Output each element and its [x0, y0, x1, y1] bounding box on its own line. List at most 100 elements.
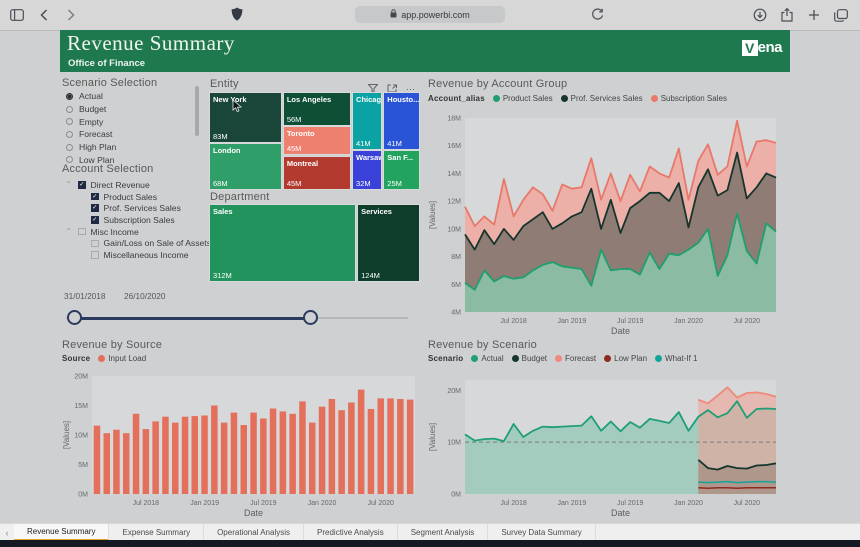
radio-icon[interactable] [66, 130, 73, 138]
account-tree-item[interactable]: ✓ Prof. Services Sales [64, 202, 211, 214]
tab-overview-icon[interactable] [834, 8, 848, 22]
checkbox-icon[interactable] [91, 251, 99, 259]
radio-icon[interactable] [66, 143, 73, 151]
legend-item[interactable]: Budget [511, 354, 547, 363]
legend-item[interactable]: Forecast [555, 354, 596, 363]
source-chart[interactable]: 0M 5M 10M 15M 20M [Values] Date Jul 2018 Jan 201… [62, 366, 420, 518]
radio-icon[interactable] [66, 118, 73, 126]
scenario-option[interactable]: Low Plan [66, 153, 116, 166]
account-tree-item[interactable]: Miscellaneous Income [64, 249, 211, 261]
account-tree-item[interactable]: ✓ Subscription Sales [64, 214, 211, 226]
reload-icon[interactable] [590, 7, 604, 21]
tile-value: 32M [356, 178, 371, 188]
legend-dot-icon [492, 95, 500, 102]
treemap-tile[interactable]: Chicag... 41M [352, 92, 383, 150]
tile-name: Services [361, 207, 392, 216]
scenario-option-label: Actual [79, 91, 103, 102]
report-tab-expense-summary[interactable]: Expense Summary [109, 524, 205, 541]
treemap-tile[interactable]: San F... 25M [383, 150, 420, 190]
scenario-chart[interactable]: 0M 10M 20M [Values] Date Jul 2018 Jan 2019 Jul … [428, 366, 788, 518]
tile-value: 312M [213, 271, 232, 280]
report-tab-predictive-analysis[interactable]: Predictive Analysis [304, 524, 398, 541]
new-tab-icon[interactable] [807, 8, 821, 22]
svg-text:Jul 2020: Jul 2020 [367, 500, 394, 507]
legend-item[interactable]: Actual [471, 354, 504, 363]
legend-item[interactable]: Product Sales [492, 94, 553, 103]
legend-title: Source [62, 354, 91, 363]
legend-dot-icon [604, 355, 612, 362]
radio-icon[interactable] [66, 156, 73, 164]
legend-label: Prof. Services Sales [570, 94, 643, 103]
radio-selected-icon[interactable] [66, 92, 73, 100]
scenario-option-label: Forecast [79, 129, 113, 140]
collapse-chevron-icon[interactable]: ⌃ [65, 180, 72, 190]
url-text: app.powerbi.com [401, 9, 470, 20]
collapse-chevron-icon[interactable]: ⌃ [65, 227, 72, 237]
slicer-scrollbar[interactable] [195, 86, 199, 136]
account-tree-item[interactable]: ⌃ ✓ Direct Revenue [64, 179, 211, 191]
scenario-option[interactable]: Budget [66, 103, 116, 116]
privacy-shield-icon[interactable] [230, 7, 244, 21]
svg-text:[Values]: [Values] [62, 421, 71, 449]
tabs-container: Revenue Summary Expense Summary Operationa… [14, 524, 596, 541]
back-icon[interactable] [37, 8, 51, 22]
account-item-label: Gain/Loss on Sale of Assets [103, 238, 212, 249]
legend-item[interactable]: Low Plan [604, 354, 647, 363]
address-bar[interactable]: app.powerbi.com [355, 6, 505, 23]
account-slicer-title: Account Selection [62, 163, 154, 175]
svg-text:Date: Date [611, 508, 630, 518]
forward-icon[interactable] [64, 8, 78, 22]
scenario-option[interactable]: High Plan [66, 141, 116, 154]
report-tab-revenue-summary[interactable]: Revenue Summary [14, 524, 110, 541]
sidebar-icon[interactable] [10, 8, 24, 22]
scenario-option[interactable]: Forecast [66, 128, 116, 141]
legend-item[interactable]: Prof. Services Sales [560, 94, 643, 103]
report-tab-survey-data-summary[interactable]: Survey Data Summary [488, 524, 596, 541]
date-slider-selected-range[interactable] [74, 316, 310, 320]
treemap-tile[interactable]: Services 124M [357, 204, 420, 282]
report-tab-operational-analysis[interactable]: Operational Analysis [204, 524, 305, 541]
department-title: Department [210, 191, 270, 203]
chart-title-account-group: Revenue by Account Group [428, 78, 568, 90]
more-options-icon[interactable]: ⋯ [406, 83, 416, 94]
legend-item[interactable]: What-If 1 [655, 354, 698, 363]
treemap-tile[interactable]: Sales 312M [209, 204, 356, 282]
account-tree-item[interactable]: ✓ Product Sales [64, 191, 211, 203]
checkbox-icon[interactable] [91, 239, 99, 248]
checkbox-icon[interactable] [78, 227, 86, 236]
report-tab-segment-analysis[interactable]: Segment Analysis [398, 524, 489, 541]
svg-text:20M: 20M [447, 388, 461, 395]
svg-text:0M: 0M [78, 492, 88, 499]
checkbox-checked-icon[interactable]: ✓ [78, 181, 86, 189]
treemap-tile[interactable]: Housto... 41M [383, 92, 420, 150]
treemap-tile[interactable]: Warsaw... 32M [352, 150, 383, 190]
legend-item[interactable]: Subscription Sales [650, 94, 727, 103]
treemap-tile[interactable]: Toronto 45M [282, 126, 352, 156]
account-tree-item[interactable]: Gain/Loss on Sale of Assets [64, 237, 211, 249]
checkbox-checked-icon[interactable]: ✓ [91, 204, 99, 212]
treemap-tile[interactable]: Montreal 45M [282, 155, 352, 190]
report-tab-bar: ‹ Revenue Summary Expense Summary Operatio… [0, 523, 860, 541]
date-slider-handle-left[interactable] [66, 310, 82, 325]
tab-scroll-left-icon[interactable]: ‹ [5, 527, 9, 538]
legend-item[interactable]: Input Load [98, 354, 146, 363]
svg-text:Jan 2019: Jan 2019 [558, 500, 587, 507]
account-group-legend: Account_alias Product Sales Prof. Services… [428, 94, 727, 103]
radio-icon[interactable] [66, 105, 73, 113]
scenario-option-label: High Plan [79, 142, 117, 153]
checkbox-checked-icon[interactable]: ✓ [91, 192, 99, 201]
chevron-spacer [77, 239, 86, 248]
treemap-tile[interactable]: London 68M [209, 143, 282, 190]
scenario-option[interactable]: Actual [66, 90, 116, 103]
legend-label: Input Load [108, 354, 147, 363]
treemap-tile[interactable]: New York 83M [209, 92, 282, 143]
share-icon[interactable] [780, 8, 794, 22]
checkbox-checked-icon[interactable]: ✓ [91, 216, 99, 224]
mouse-cursor [232, 99, 243, 118]
downloads-icon[interactable] [753, 8, 767, 22]
scenario-option[interactable]: Empty [66, 115, 116, 128]
treemap-tile[interactable]: Los Angeles 56M [282, 92, 352, 126]
date-slider-handle-right[interactable] [302, 310, 318, 325]
account-tree-item[interactable]: ⌃ Misc Income [64, 226, 211, 238]
